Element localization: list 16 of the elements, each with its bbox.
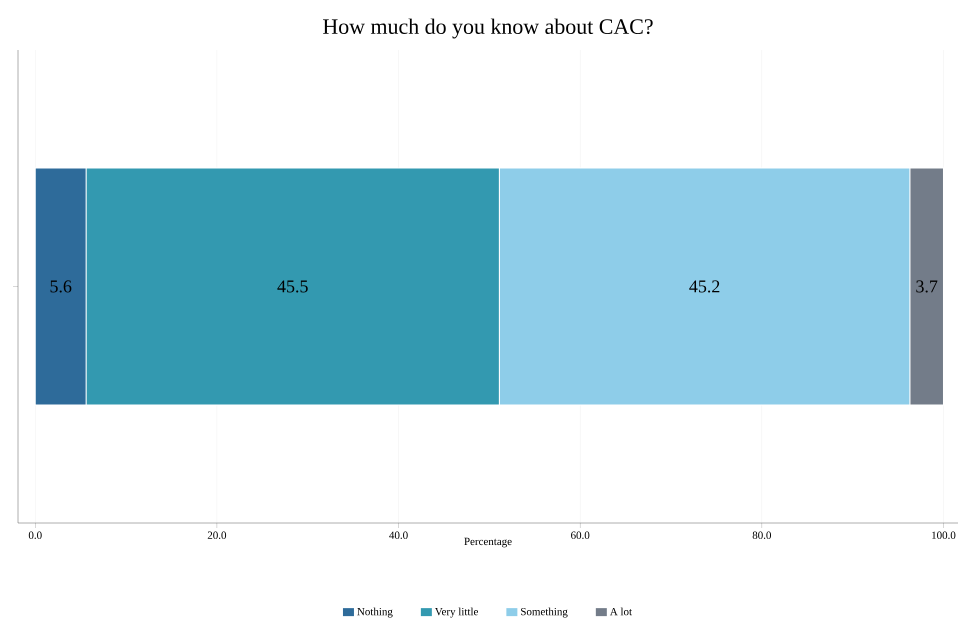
- data-label: 3.7: [916, 280, 938, 293]
- x-tick-label: 80.0: [752, 532, 772, 539]
- x-tick-label: 20.0: [208, 532, 226, 539]
- legend-label: Nothing: [357, 608, 393, 618]
- x-tick-label: 60.0: [571, 532, 590, 539]
- data-label: 45.2: [689, 280, 720, 293]
- x-tick-label: 40.0: [389, 532, 408, 539]
- data-label: 45.5: [277, 280, 308, 293]
- data-label: 5.6: [50, 280, 72, 293]
- chart-title: How much do you know about CAC?: [323, 18, 653, 39]
- x-tick-label: 0.0: [28, 532, 42, 539]
- legend-label: A lot: [610, 608, 632, 616]
- legend-label: Something: [521, 608, 568, 618]
- x-axis-title: Percentage: [464, 538, 512, 548]
- legend-label: Very little: [434, 608, 478, 618]
- x-tick-label: 100.0: [932, 532, 956, 539]
